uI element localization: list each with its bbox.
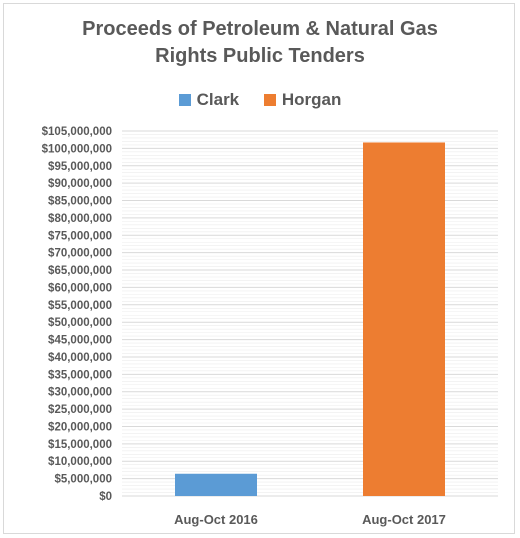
chart-title: Proceeds of Petroleum & Natural Gas Righ… [0, 16, 520, 70]
y-tick-label: $90,000,000 [48, 178, 112, 190]
y-tick-label: $15,000,000 [48, 439, 112, 451]
y-tick-label: $100,000,000 [42, 143, 112, 155]
y-tick-label: $105,000,000 [42, 126, 112, 138]
y-tick-label: $85,000,000 [48, 196, 112, 208]
bar-clark [175, 473, 257, 496]
x-tick-label: Aug-Oct 2017 [362, 512, 446, 527]
legend-swatch-clark [178, 93, 191, 106]
legend-item-horgan: Horgan [263, 89, 342, 110]
legend-item-clark: Clark [178, 89, 240, 110]
y-tick-label: $95,000,000 [48, 161, 112, 173]
y-tick-label: $70,000,000 [48, 248, 112, 260]
bar-horgan [363, 142, 445, 496]
y-tick-label: $50,000,000 [48, 317, 112, 329]
x-axis: Aug-Oct 2016 Aug-Oct 2017 [122, 495, 498, 527]
y-tick-label: $40,000,000 [48, 352, 112, 364]
y-tick-label: $35,000,000 [48, 369, 112, 381]
y-axis: $0 $5,000,000 $10,000,000 $15,000,000 $20,00… [42, 126, 112, 503]
chart-title-line-1: Proceeds of Petroleum & Natural Gas [82, 18, 438, 40]
legend-swatch-horgan [263, 93, 276, 106]
y-tick-label: $45,000,000 [48, 335, 112, 347]
bars [175, 142, 445, 496]
y-tick-label: $30,000,000 [48, 387, 112, 399]
y-tick-label: $25,000,000 [48, 404, 112, 416]
chart-legend: Clark Horgan [0, 89, 520, 110]
y-tick-label: $65,000,000 [48, 265, 112, 277]
y-tick-label: $60,000,000 [48, 282, 112, 294]
y-tick-label: $20,000,000 [48, 421, 112, 433]
x-tick-label: Aug-Oct 2016 [174, 512, 258, 527]
y-tick-label: $80,000,000 [48, 213, 112, 225]
y-tick-label: $55,000,000 [48, 300, 112, 312]
y-tick-label: $75,000,000 [48, 230, 112, 242]
y-tick-label: $10,000,000 [48, 456, 112, 468]
y-tick-label: $0 [99, 491, 112, 503]
chart-title-line-2: Rights Public Tenders [155, 45, 365, 67]
legend-label-horgan: Horgan [281, 89, 342, 109]
y-tick-label: $5,000,000 [54, 474, 112, 486]
legend-label-clark: Clark [196, 89, 240, 109]
